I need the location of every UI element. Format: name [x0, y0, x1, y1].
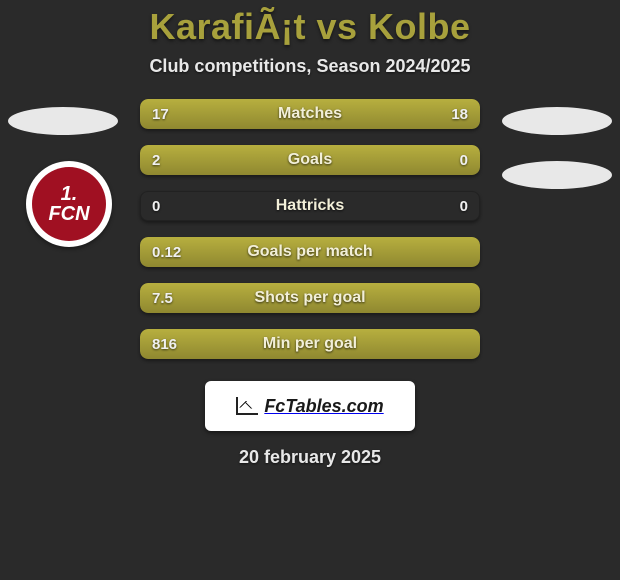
- chart-icon: [236, 397, 258, 415]
- player-left-oval: [8, 107, 118, 135]
- bar-left-fill: [140, 145, 402, 175]
- metric-row: 816Min per goal: [140, 329, 480, 359]
- club-badge: 1. FCN: [26, 161, 112, 247]
- metric-row: 20Goals: [140, 145, 480, 175]
- metrics-bars: 1718Matches20Goals00Hattricks0.12Goals p…: [140, 99, 480, 375]
- metric-value-left: 0.12: [152, 237, 181, 267]
- metric-value-left: 17: [152, 99, 169, 129]
- metric-row: 0 0Hattricks: [140, 191, 480, 221]
- metric-label: Hattricks: [140, 191, 480, 221]
- metric-row: 7.5Shots per goal: [140, 283, 480, 313]
- bar-left-fill: [140, 329, 480, 359]
- metric-value-left: 2: [152, 145, 160, 175]
- branding-link[interactable]: FcTables.com: [205, 381, 415, 431]
- metric-value-left: 7.5: [152, 283, 173, 313]
- metric-value-left: 0: [152, 191, 160, 221]
- date-label: 20 february 2025: [0, 447, 620, 468]
- metric-value-right: 0: [460, 145, 468, 175]
- metric-value-right: 0: [460, 191, 468, 221]
- metric-value-left: 816: [152, 329, 177, 359]
- metric-row: 0.12Goals per match: [140, 237, 480, 267]
- player-right-oval-1: [502, 107, 612, 135]
- player-right-oval-2: [502, 161, 612, 189]
- subtitle: Club competitions, Season 2024/2025: [0, 56, 620, 77]
- comparison-card: KarafiÃ¡t vs Kolbe Club competitions, Se…: [0, 6, 620, 580]
- bar-left-fill: [140, 283, 480, 313]
- club-badge-text: 1. FCN: [48, 184, 89, 224]
- bar-left-fill: [140, 237, 480, 267]
- page-title: KarafiÃ¡t vs Kolbe: [0, 6, 620, 48]
- branding-text: FcTables.com: [264, 396, 383, 417]
- metric-value-right: 18: [451, 99, 468, 129]
- metric-row: 1718Matches: [140, 99, 480, 129]
- bar-right-fill: [402, 145, 480, 175]
